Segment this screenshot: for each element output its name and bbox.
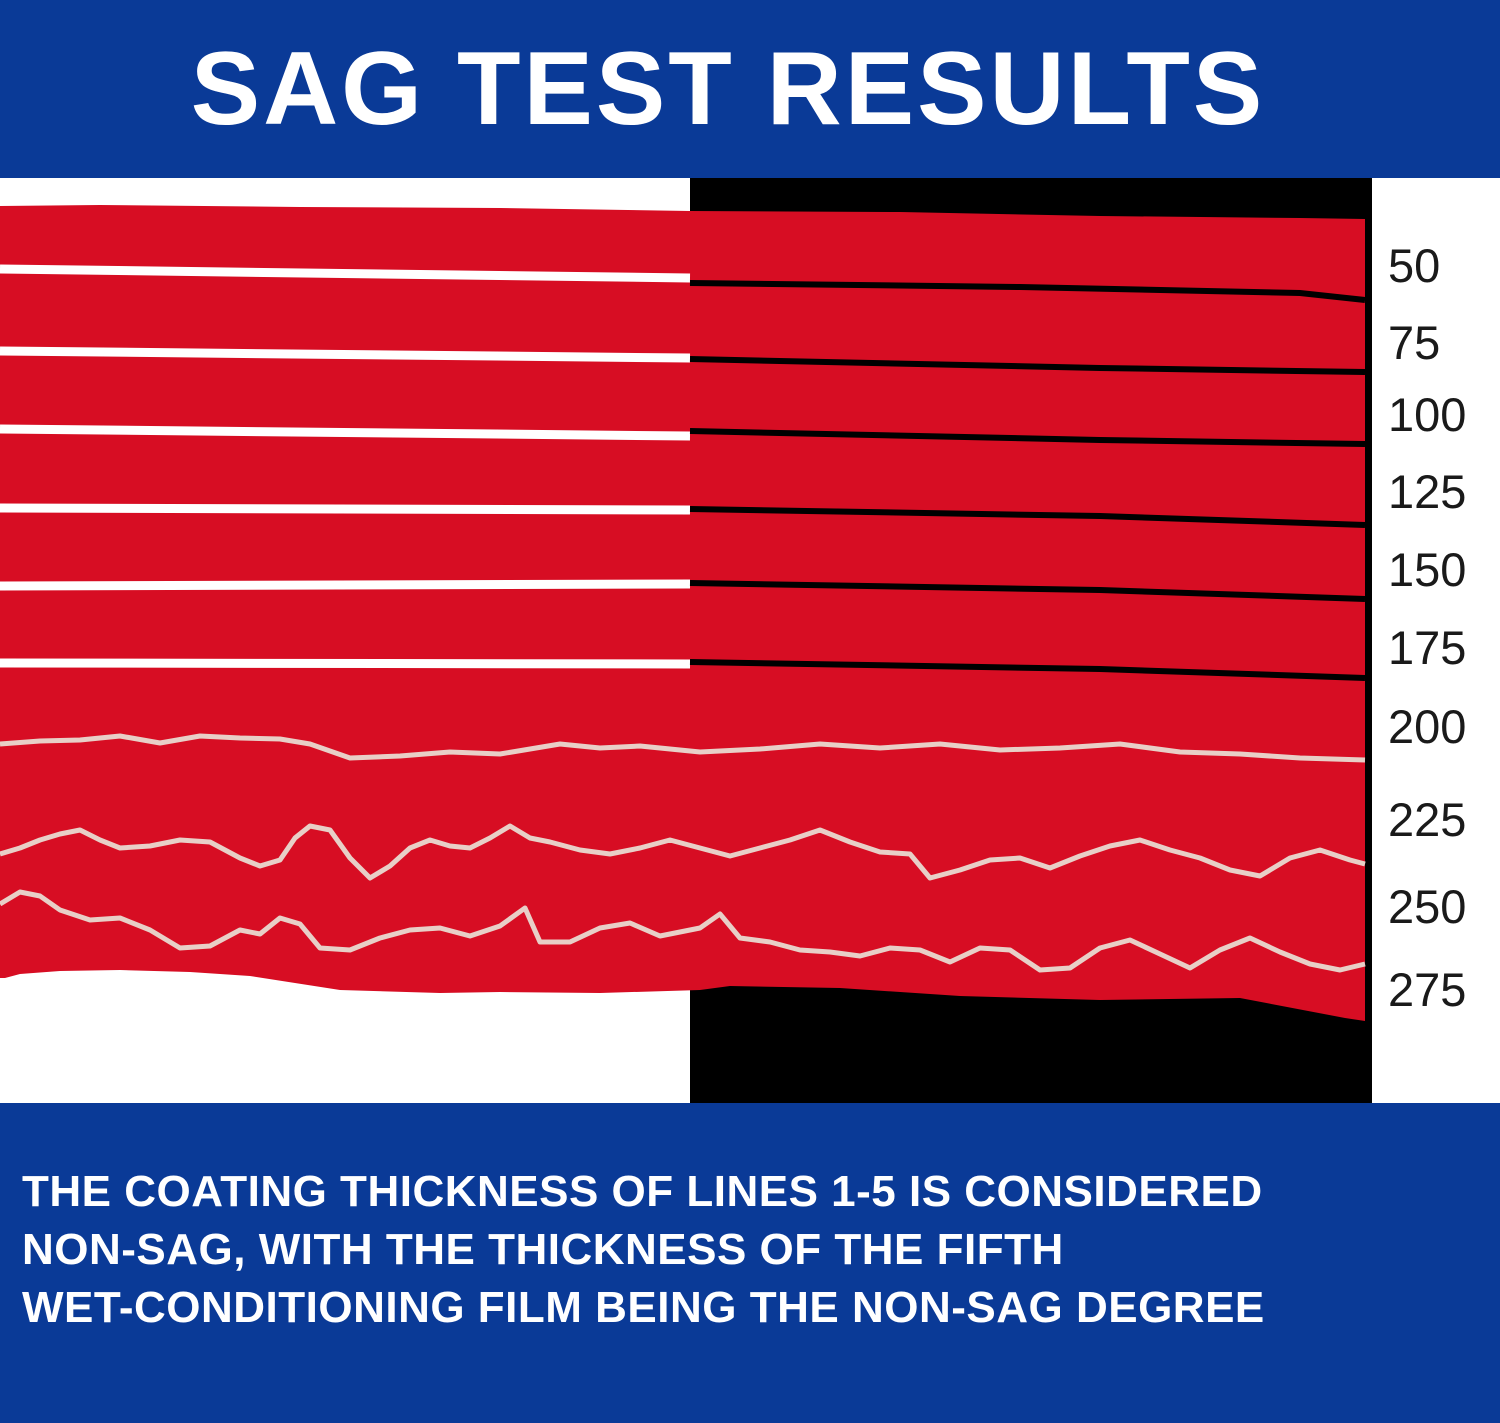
scale-label: 75 [1388, 316, 1440, 369]
gap-line-4 [0, 503, 691, 515]
sag-lines [0, 733, 1366, 973]
sag-line-1 [0, 733, 1366, 763]
caption-line: NON-SAG, WITH THE THICKNESS OF THE FIFTH [22, 1225, 1064, 1274]
title-banner: SAG TEST RESULTS [0, 0, 1500, 178]
scale-label: 225 [1388, 793, 1466, 846]
sag-test-chart: 50 75 100 125 150 175 200 225 250 275 [0, 178, 1500, 1103]
scale-label: 50 [1388, 239, 1440, 292]
gap-line-2 [0, 346, 691, 363]
sag-line-2 [0, 823, 1366, 881]
caption-line: THE COATING THICKNESS OF LINES 1-5 IS CO… [22, 1167, 1263, 1216]
page-title: SAG TEST RESULTS [190, 31, 1266, 147]
gap-line-4-dark [689, 506, 1366, 528]
scale-background [1372, 178, 1500, 1103]
scale-label: 175 [1388, 621, 1466, 674]
scale-label: 100 [1388, 388, 1466, 441]
caption-line: WET-CONDITIONING FILM BEING THE NON-SAG … [22, 1283, 1265, 1332]
gap-line-2-dark [689, 356, 1366, 375]
gap-line-1-dark [689, 280, 1366, 303]
straight-gaps [0, 264, 1366, 681]
sag-line-3 [0, 889, 1366, 973]
scale-label: 250 [1388, 880, 1466, 933]
gap-line-5 [0, 579, 691, 591]
gap-line-6-dark [689, 659, 1366, 681]
caption-banner: THE COATING THICKNESS OF LINES 1-5 IS CO… [0, 1103, 1500, 1423]
gap-line-3-dark [689, 428, 1366, 447]
thickness-scale: 50 75 100 125 150 175 200 225 250 275 [1388, 239, 1466, 1016]
scale-label: 150 [1388, 543, 1466, 596]
sag-test-panel: 50 75 100 125 150 175 200 225 250 275 [0, 178, 1500, 1103]
gap-line-6 [0, 658, 691, 669]
gap-line-1 [0, 264, 691, 283]
gap-line-3 [0, 424, 691, 441]
scale-label: 200 [1388, 700, 1466, 753]
gap-line-5-dark [689, 580, 1366, 602]
coating-film [0, 205, 1365, 1021]
scale-label: 125 [1388, 465, 1466, 518]
scale-label: 275 [1388, 963, 1466, 1016]
